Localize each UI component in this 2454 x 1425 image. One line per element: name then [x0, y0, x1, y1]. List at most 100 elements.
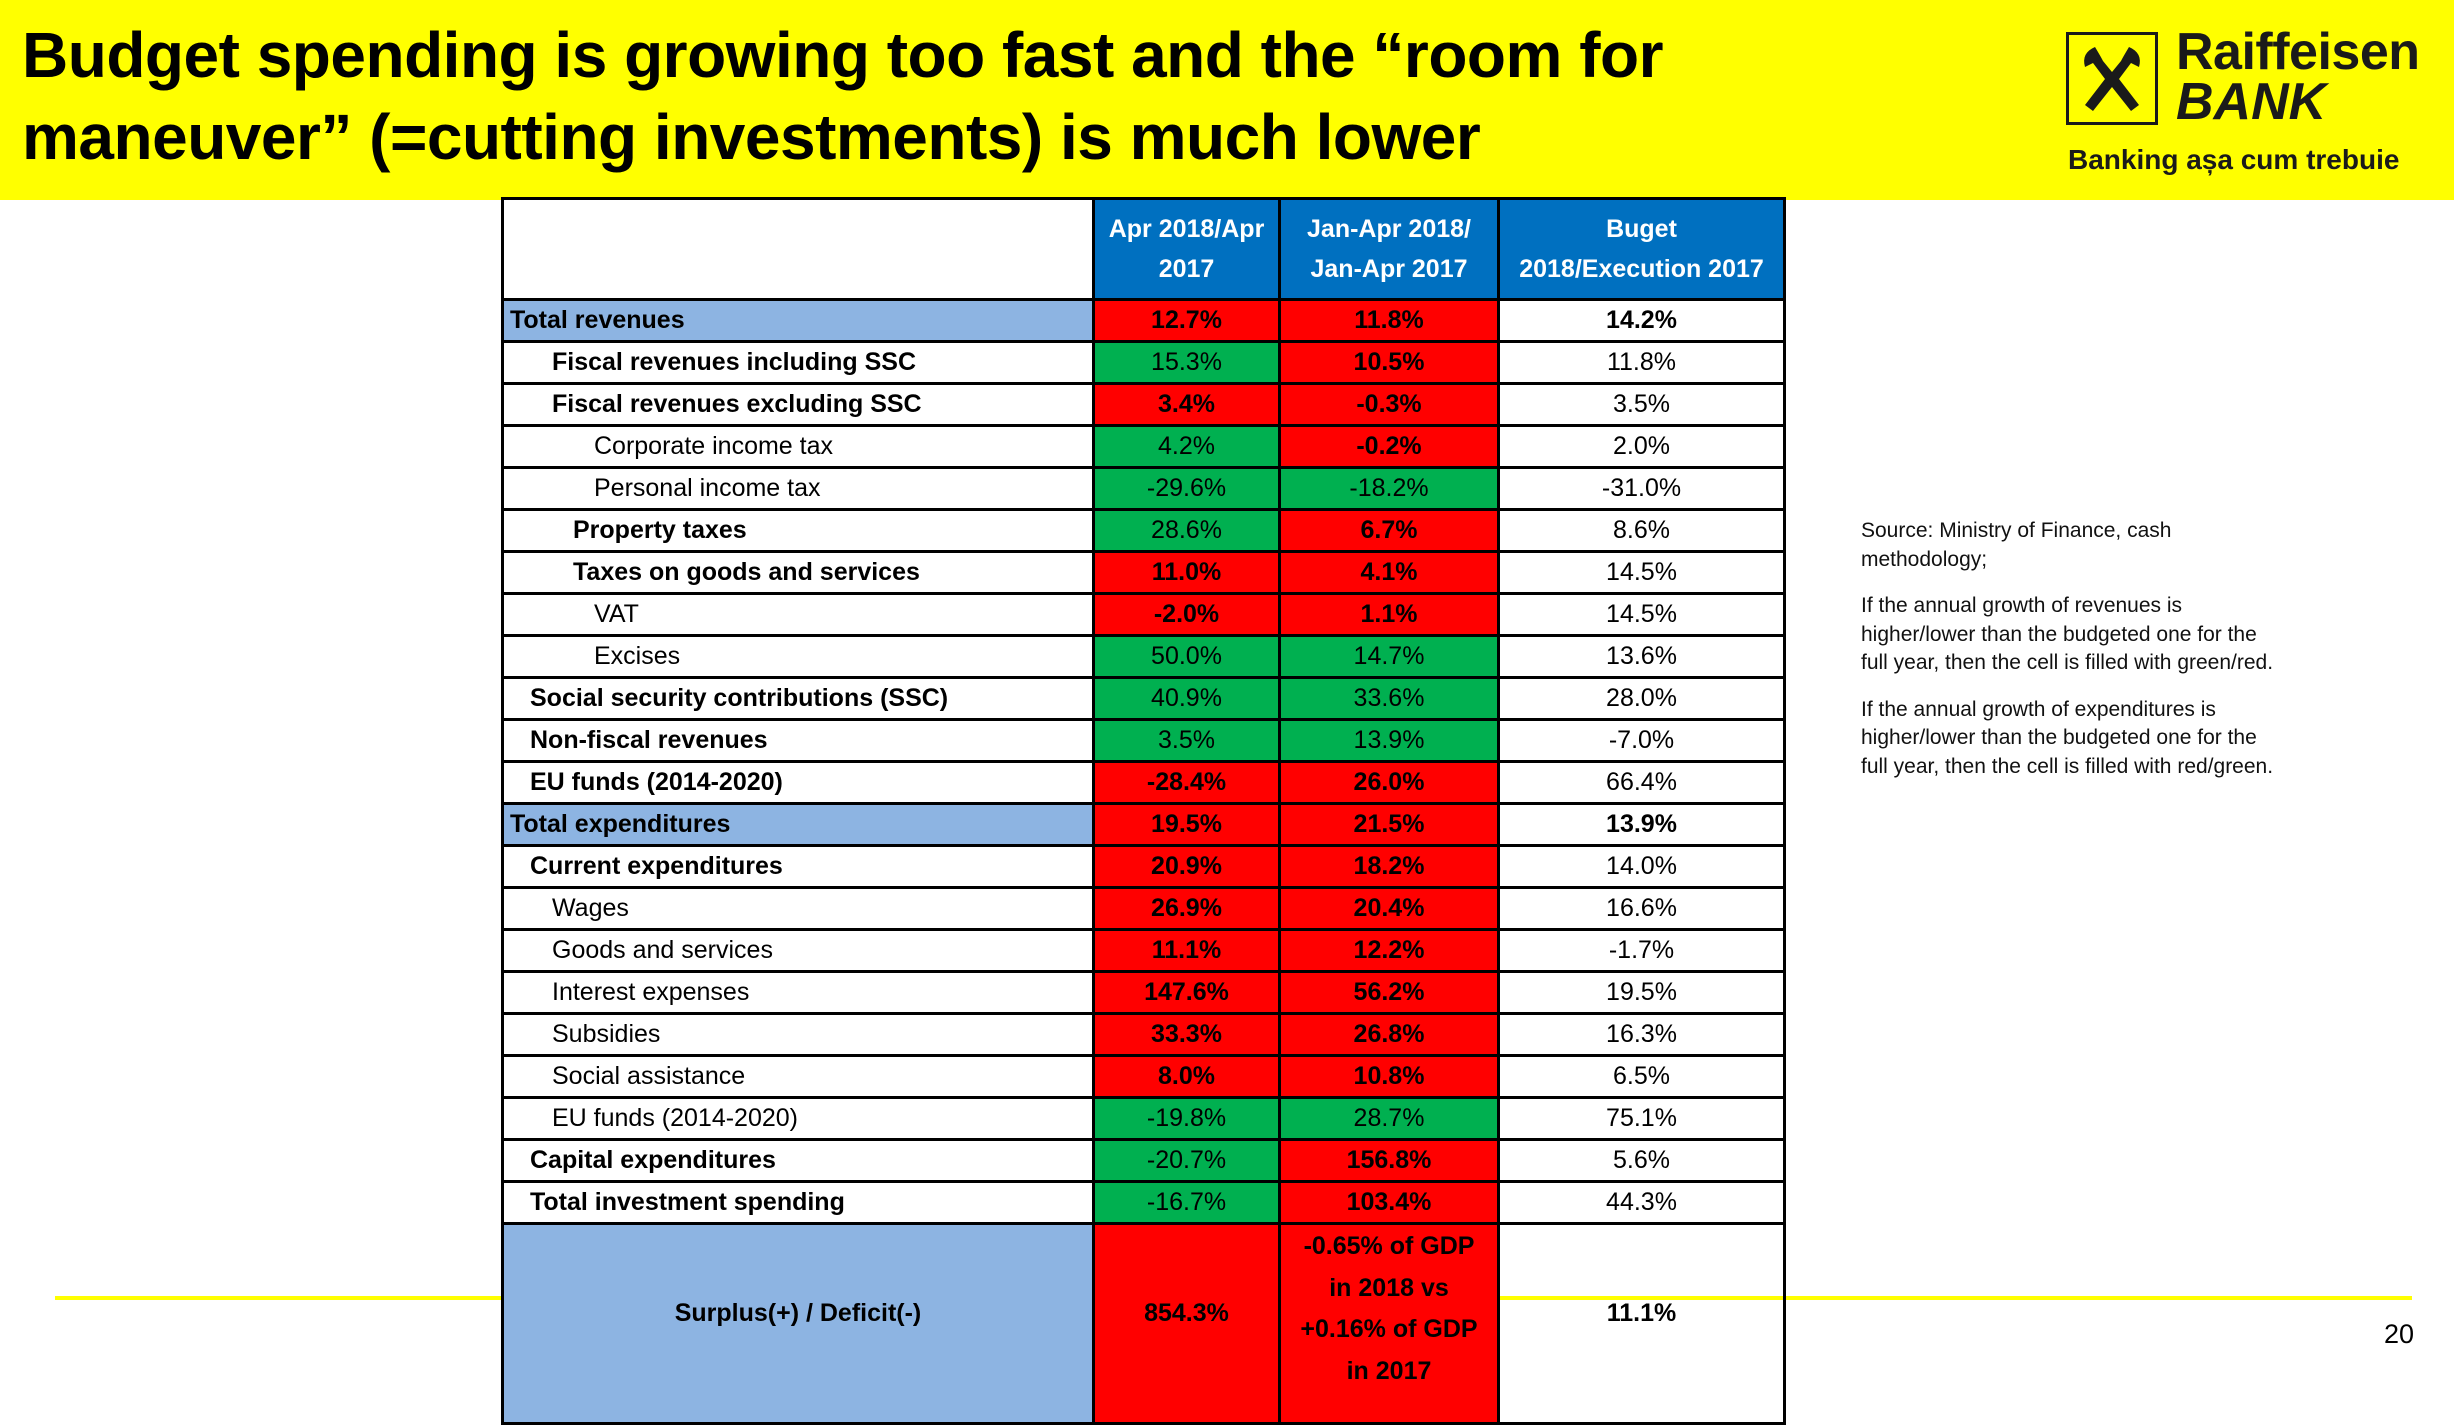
- cell-apr-yoy: 20.9%: [1092, 844, 1281, 889]
- row-label: Fiscal revenues excluding SSC: [501, 382, 1095, 427]
- row-label: Personal income tax: [501, 466, 1095, 511]
- cell-apr-yoy: 40.9%: [1092, 676, 1281, 721]
- cell-jan-apr-yoy: 103.4%: [1278, 1180, 1500, 1225]
- title-banner: Budget spending is growing too fast and …: [0, 0, 2454, 200]
- table-row: Excises 50.0% 14.7% 13.6%: [501, 634, 1786, 679]
- cell-apr-yoy: 15.3%: [1092, 340, 1281, 385]
- note-line: full year, then the cell is filled with …: [1861, 651, 2274, 674]
- row-label: Total expenditures: [501, 802, 1095, 847]
- cell-apr-yoy: 33.3%: [1092, 1012, 1281, 1057]
- cell-budget-vs-execution: 28.0%: [1497, 676, 1786, 721]
- row-label: Non-fiscal revenues: [501, 718, 1095, 763]
- row-label: Total investment spending: [501, 1180, 1095, 1225]
- cell-budget-vs-execution: 66.4%: [1497, 760, 1786, 805]
- row-label: Total revenues: [501, 298, 1095, 343]
- slide-title-line-1: Budget spending is growing too fast and …: [22, 19, 1664, 91]
- expenditures-rule-note: If the annual growth of expenditures is …: [1861, 696, 2421, 782]
- table-row: Total revenues 12.7% 11.8% 14.2%: [501, 298, 1786, 343]
- cell-apr-yoy: 3.4%: [1092, 382, 1281, 427]
- cell-jan-apr-yoy: 4.1%: [1278, 550, 1500, 595]
- cell-apr-yoy: 4.2%: [1092, 424, 1281, 469]
- page-number: 20: [2383, 1319, 2414, 1349]
- cell-budget-vs-execution: 14.2%: [1497, 298, 1786, 343]
- budget-table: Apr 2018/Apr 2017 Jan-Apr 2018/Jan-Apr 20…: [501, 197, 1786, 1425]
- cell-budget-vs-execution: -1.7%: [1497, 928, 1786, 973]
- cell-apr-yoy: 11.1%: [1092, 928, 1281, 973]
- cell-jan-apr-yoy: -18.2%: [1278, 466, 1500, 511]
- cell-value: 11.1%: [1606, 1299, 1677, 1327]
- table-row: Fiscal revenues excluding SSC 3.4% -0.3% 3.…: [501, 382, 1786, 427]
- cell-apr-yoy: 8.0%: [1092, 1054, 1281, 1099]
- cell-jan-apr-yoy: 13.9%: [1278, 718, 1500, 763]
- cell-apr-yoy: 26.9%: [1092, 886, 1281, 931]
- source-note: Source: Ministry of Finance, cash method…: [1861, 517, 2421, 574]
- gdp-line: in 2017: [1346, 1356, 1432, 1385]
- cell-apr-yoy: 3.5%: [1092, 718, 1281, 763]
- row-label: Interest expenses: [501, 970, 1095, 1015]
- cell-budget-vs-execution: 3.5%: [1497, 382, 1786, 427]
- table-row: Wages 26.9% 20.4% 16.6%: [501, 886, 1786, 931]
- row-label: Taxes on goods and services: [501, 550, 1095, 595]
- row-label: Social assistance: [501, 1054, 1095, 1099]
- row-label: Current expenditures: [501, 844, 1095, 889]
- table-row: Social assistance 8.0% 10.8% 6.5%: [501, 1054, 1786, 1099]
- row-label: Social security contributions (SSC): [501, 676, 1095, 721]
- column-header-line: Jan-Apr 2017: [1310, 255, 1468, 283]
- table-row: VAT -2.0% 1.1% 14.5%: [501, 592, 1786, 637]
- cell-apr-yoy: -20.7%: [1092, 1138, 1281, 1183]
- cell-jan-apr-yoy: 20.4%: [1278, 886, 1500, 931]
- logo-tagline: Banking așa cum trebuie: [2068, 144, 2400, 175]
- table-row: EU funds (2014-2020) -28.4% 26.0% 66.4%: [501, 760, 1786, 805]
- note-line: If the annual growth of expenditures is: [1861, 697, 2216, 721]
- cell-budget-vs-execution: 16.6%: [1497, 886, 1786, 931]
- table-row: Taxes on goods and services 11.0% 4.1% 14.5…: [501, 550, 1786, 595]
- gdp-line: +0.16% of GDP: [1300, 1315, 1478, 1343]
- table-row: Subsidies 33.3% 26.8% 16.3%: [501, 1012, 1786, 1057]
- row-label: EU funds (2014-2020): [501, 760, 1095, 805]
- table-row: Non-fiscal revenues 3.5% 13.9% -7.0%: [501, 718, 1786, 763]
- column-header-line: Jan-Apr 2018/: [1307, 215, 1471, 243]
- cell-budget-vs-execution: 13.9%: [1497, 802, 1786, 847]
- cell-jan-apr-yoy: 33.6%: [1278, 676, 1500, 721]
- row-label: Corporate income tax: [501, 424, 1095, 469]
- row-label: Property taxes: [501, 508, 1095, 553]
- cell-apr-yoy: 147.6%: [1092, 970, 1281, 1015]
- table-row: Current expenditures 20.9% 18.2% 14.0%: [501, 844, 1786, 889]
- cell-apr-yoy: -2.0%: [1092, 592, 1281, 637]
- cell-apr-yoy: 12.7%: [1092, 298, 1281, 343]
- table-row: EU funds (2014-2020) -19.8% 28.7% 75.1%: [501, 1096, 1786, 1141]
- row-label: Wages: [501, 886, 1095, 931]
- note-line: higher/lower than the budgeted one for t…: [1861, 622, 2257, 646]
- gdp-line: in 2018 vs: [1329, 1273, 1449, 1302]
- row-label: VAT: [501, 592, 1095, 637]
- table-row: Property taxes 28.6% 6.7% 8.6%: [501, 508, 1786, 553]
- column-header-line: Apr 2018/Apr: [1108, 215, 1265, 243]
- table-row: Capital expenditures -20.7% 156.8% 5.6%: [501, 1138, 1786, 1183]
- cell-apr-yoy: -16.7%: [1092, 1180, 1281, 1225]
- cell-budget-vs-execution: 75.1%: [1497, 1096, 1786, 1141]
- table-row: Corporate income tax 4.2% -0.2% 2.0%: [501, 424, 1786, 469]
- row-label: Excises: [501, 634, 1095, 679]
- balance-budget-cell: 11.1%: [1497, 1222, 1786, 1425]
- revenues-rule-note: If the annual growth of revenues is high…: [1861, 592, 2421, 678]
- note-line: methodology;: [1861, 547, 1988, 571]
- crossed-horse-gables-icon: [2066, 32, 2158, 125]
- column-header-line: 2018/Execution 2017: [1519, 255, 1764, 283]
- cell-jan-apr-yoy: 10.5%: [1278, 340, 1500, 385]
- balance-label-cell: Surplus(+) / Deficit(-): [501, 1222, 1095, 1425]
- cell-budget-vs-execution: 8.6%: [1497, 508, 1786, 553]
- balance-gdp-cell: -0.65% of GDP in 2018 vs +0.16% of GDP in 2…: [1278, 1222, 1500, 1425]
- cell-budget-vs-execution: 19.5%: [1497, 970, 1786, 1015]
- cell-jan-apr-yoy: 1.1%: [1278, 592, 1500, 637]
- column-header-apr: Apr 2018/Apr 2017: [1092, 197, 1281, 301]
- logo-name: Raiffeisen: [2176, 23, 2420, 81]
- cell-jan-apr-yoy: 21.5%: [1278, 802, 1500, 847]
- cell-budget-vs-execution: -7.0%: [1497, 718, 1786, 763]
- row-label: EU funds (2014-2020): [501, 1096, 1095, 1141]
- column-header-line: 2017: [1158, 255, 1215, 283]
- cell-apr-yoy: 19.5%: [1092, 802, 1281, 847]
- table-row: Fiscal revenues including SSC 15.3% 10.5% 1…: [501, 340, 1786, 385]
- cell-apr-yoy: 11.0%: [1092, 550, 1281, 595]
- cell-jan-apr-yoy: 12.2%: [1278, 928, 1500, 973]
- cell-jan-apr-yoy: 10.8%: [1278, 1054, 1500, 1099]
